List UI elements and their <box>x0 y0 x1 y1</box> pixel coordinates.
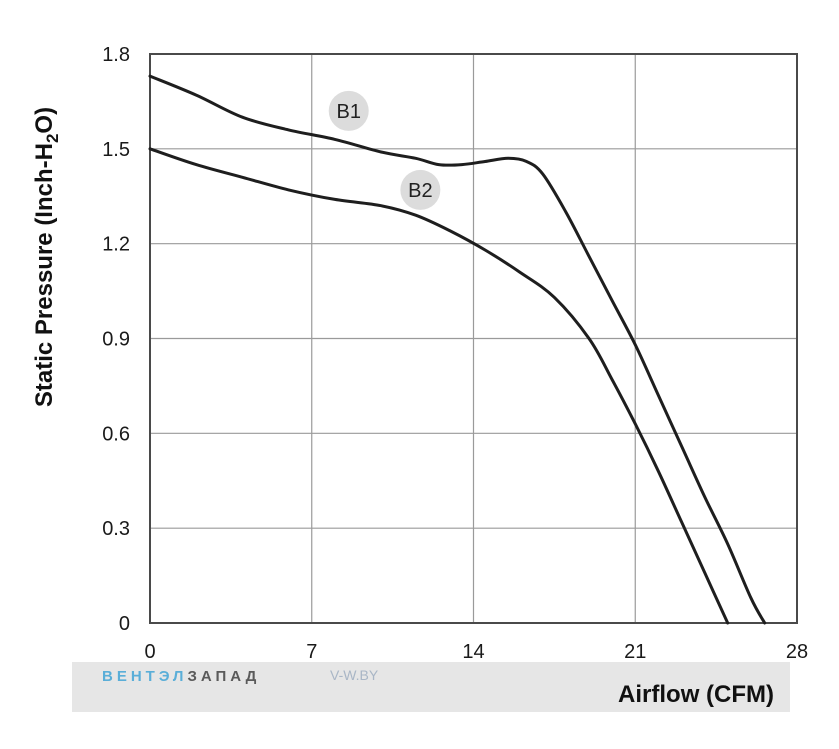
x-tick-labels: 0 7 14 21 28 <box>144 641 808 663</box>
plot-frame <box>149 53 798 624</box>
series-tag-badge <box>328 90 369 131</box>
y-tick-label: 0.9 <box>102 329 130 351</box>
series-tag-b1: B1 <box>328 90 369 131</box>
watermark-brand: ВЕНТЭЛЗАПАД <box>102 668 260 685</box>
y-axis-title: Static Pressure (Inch-H2O) <box>31 107 62 407</box>
curve-tags: B1 B2 <box>328 90 441 210</box>
watermark-brand-part2: ЗАПАД <box>187 668 260 685</box>
x-tick-label: 28 <box>786 641 808 663</box>
watermark-site: V-W.BY <box>330 667 379 683</box>
x-tick-label: 0 <box>144 641 155 663</box>
y-tick-label: 0 <box>119 613 130 635</box>
series-line-b1 <box>148 74 767 625</box>
y-tick-label: 0.6 <box>102 423 130 445</box>
x-tick-label: 21 <box>624 641 646 663</box>
curves <box>148 74 767 625</box>
series-tag-badge <box>400 169 441 210</box>
grid <box>150 54 797 623</box>
series-tag-b2: B2 <box>400 169 441 210</box>
series-line-b2 <box>148 147 730 625</box>
y-tick-label: 0.3 <box>102 518 130 540</box>
x-tick-label: 14 <box>462 641 484 663</box>
y-tick-labels: 0 0.3 0.6 0.9 1.2 1.5 1.8 <box>102 44 130 635</box>
y-tick-label: 1.8 <box>102 44 130 66</box>
watermark-brand-part1: ВЕНТЭЛ <box>102 668 187 685</box>
x-tick-label: 7 <box>306 641 317 663</box>
y-tick-label: 1.2 <box>102 234 130 256</box>
series-tag-label: B1 <box>336 101 360 123</box>
series-tag-label: B2 <box>408 180 432 202</box>
y-tick-label: 1.5 <box>102 139 130 161</box>
x-axis-title: Airflow (CFM) <box>618 681 774 708</box>
footer-band <box>72 662 790 712</box>
